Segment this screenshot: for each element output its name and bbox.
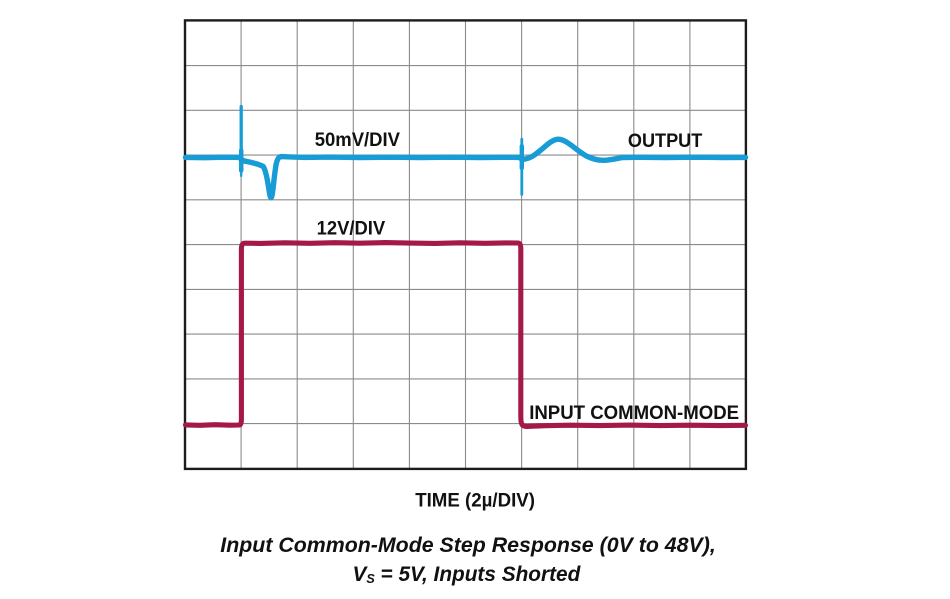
svg-text:OUTPUT: OUTPUT [628, 130, 702, 152]
svg-text:INPUT COMMON-MODE: INPUT COMMON-MODE [529, 402, 739, 424]
svg-text:Input Common-Mode Step Respons: Input Common-Mode Step Response (0V to 4… [220, 533, 716, 557]
svg-text:VS = 5V, Inputs Shorted: VS = 5V, Inputs Shorted [353, 562, 582, 586]
svg-text:50mV/DIV: 50mV/DIV [315, 129, 401, 151]
svg-text:12V/DIV: 12V/DIV [317, 218, 386, 240]
svg-text:TIME (2µ/DIV): TIME (2µ/DIV) [415, 489, 535, 511]
